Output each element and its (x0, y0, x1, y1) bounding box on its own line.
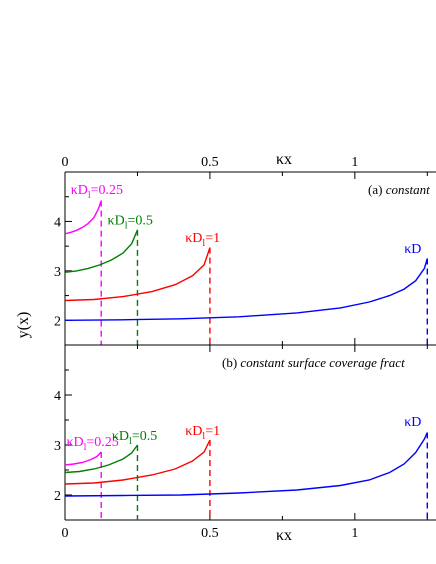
panel-label-prefix: (b) (222, 355, 240, 370)
series-line (64, 451, 102, 466)
series-label-sub: l (129, 436, 132, 447)
panel-b: 2 3 4 0 0.5 1 κx (b) constant surface coverage … (54, 344, 436, 544)
series-label: κD (404, 415, 421, 430)
series-label: κDl=1 (185, 424, 220, 442)
series-label-main: κD (108, 213, 125, 228)
series-label: κDl=1 (185, 231, 220, 249)
series-label: κDl=0.25 (66, 435, 118, 453)
panel-label: (b) constant surface coverage fract (222, 355, 405, 370)
series-label-main: κD (185, 231, 202, 246)
y-tick-label: 4 (54, 215, 61, 230)
series-label-main: κD (66, 435, 83, 450)
x-tick-label-top: 0.5 (201, 155, 219, 170)
series-label-main: κD (185, 424, 202, 439)
series-line (64, 200, 102, 235)
y-axis-label: y(x) (15, 312, 32, 339)
y-tick-label: 3 (54, 439, 61, 454)
series-label-main: κD (404, 242, 421, 257)
series-label-tail: =0.25 (86, 435, 118, 450)
series-label-tail: =0.5 (127, 213, 152, 228)
y-tick-label: 3 (54, 265, 61, 280)
panel-label-prefix: (a) (368, 182, 386, 197)
x-tick-label-bottom: 1 (351, 526, 358, 541)
series-line (64, 258, 428, 321)
series-line (64, 432, 428, 497)
series-label-sub: l (202, 238, 205, 249)
x-tick-label-bottom: 0.5 (201, 526, 219, 541)
y-tick-label: 4 (54, 389, 61, 404)
series-label-tail: =1 (205, 424, 220, 439)
series-label-sub: l (88, 190, 91, 201)
x-axis-label: κx (276, 151, 292, 168)
series-label: κDl=0.5 (112, 429, 157, 447)
series-line (64, 247, 211, 302)
series-label-main: κD (71, 183, 88, 198)
series-label: κDl=0.25 (71, 183, 123, 201)
y-tick-label: 2 (54, 489, 61, 504)
x-axis-label: κx (276, 527, 292, 544)
series-label-tail: =0.5 (132, 429, 157, 444)
series-label-tail: =0.25 (91, 183, 123, 198)
series-line (64, 439, 211, 485)
series-label-sub: l (125, 220, 128, 231)
panel-label-italic: constant (386, 182, 430, 197)
x-tick-label-top: 1 (351, 155, 358, 170)
series-line (64, 444, 139, 474)
series-label: κDl=0.5 (108, 213, 153, 231)
panel-label-italic: constant surface coverage fract (240, 355, 405, 370)
series-label-main: κD (404, 415, 421, 430)
y-tick-label: 2 (54, 314, 61, 329)
series-line (64, 229, 139, 273)
series-label-sub: l (84, 442, 87, 453)
panel-label: (a) constant (368, 182, 430, 197)
series-label-sub: l (202, 431, 205, 442)
series-label-main: κD (112, 429, 129, 444)
series-label-tail: =1 (205, 231, 220, 246)
series-label: κD (404, 242, 421, 257)
x-tick-label-bottom: 0 (62, 526, 69, 541)
x-tick-label-top: 0 (62, 155, 69, 170)
